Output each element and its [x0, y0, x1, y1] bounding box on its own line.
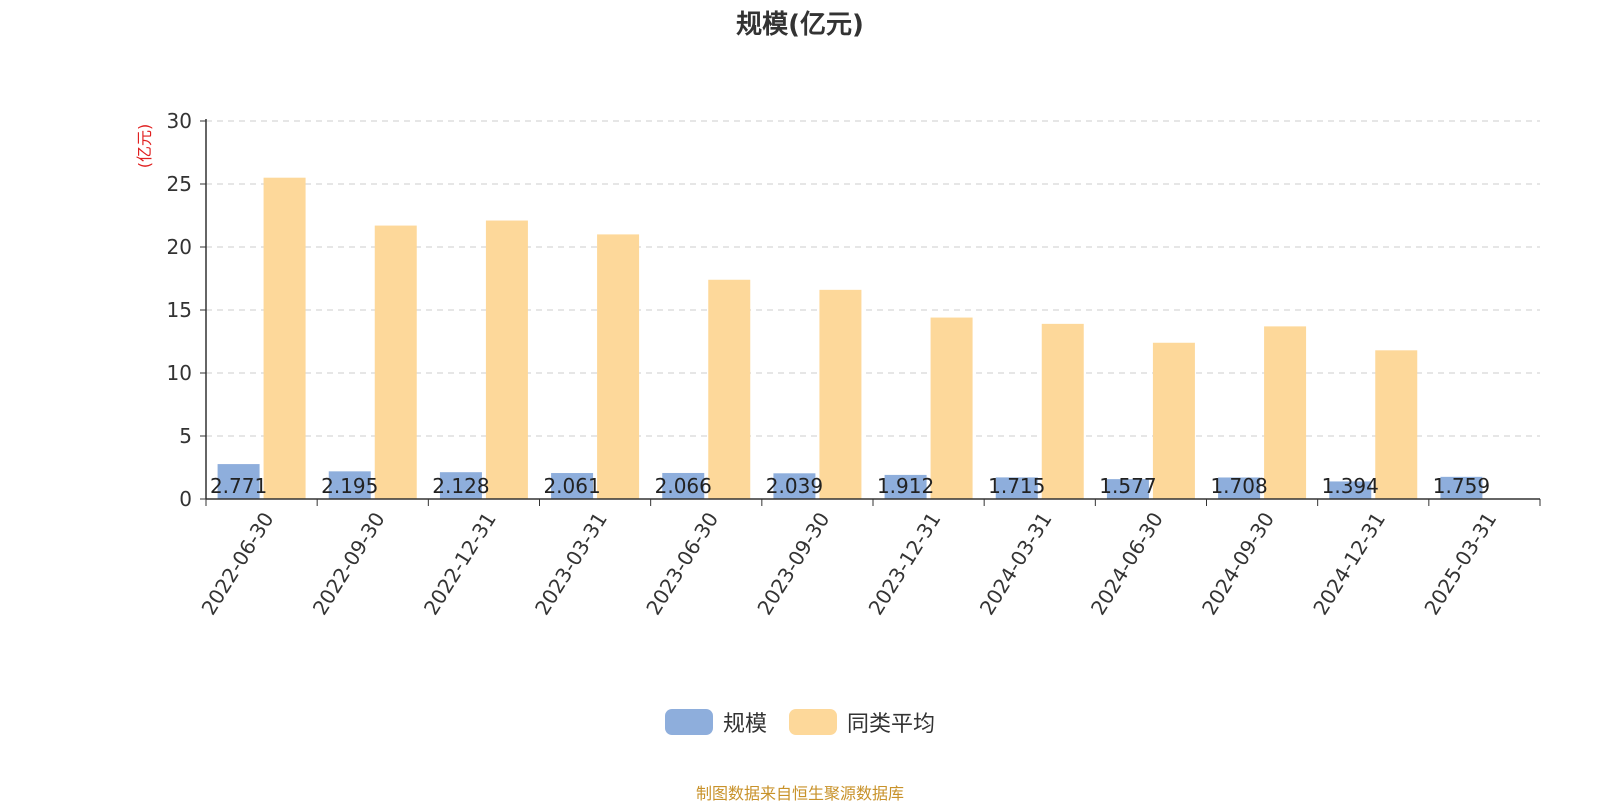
bar-value-label: 1.912 — [877, 474, 934, 498]
bar-peer-average[interactable] — [485, 220, 528, 500]
y-tick-label: 15 — [167, 298, 192, 322]
x-tick-label: 2023-09-30 — [752, 508, 834, 619]
y-tick-label: 25 — [167, 172, 192, 196]
bar-value-label: 1.577 — [1099, 474, 1156, 498]
bar-peer-average[interactable] — [1264, 326, 1307, 499]
bar-peer-average[interactable] — [1152, 342, 1195, 499]
bar-peer-average[interactable] — [930, 317, 973, 499]
data-labels: 2.771 2.195 2.128 2.061 2.066 2.039 1.912 1.715… — [210, 474, 1490, 498]
bar-scale[interactable] — [551, 473, 594, 499]
bar-value-label: 2.039 — [766, 474, 823, 498]
chart-title: 规模(亿元) — [736, 10, 864, 40]
x-tick-label: 2022-09-30 — [308, 508, 390, 619]
legend-item-scale[interactable]: 规模 — [664, 706, 767, 738]
x-tick-label: 2024-06-30 — [1086, 508, 1168, 619]
x-tick-label: 2025-03-31 — [1419, 508, 1501, 619]
bar-peer-average[interactable] — [263, 177, 306, 499]
y-tick-label: 5 — [179, 424, 192, 448]
bar-value-label: 2.128 — [432, 474, 489, 498]
bar-value-label: 2.195 — [321, 474, 378, 498]
bar-value-label: 2.066 — [655, 474, 712, 498]
bar-peer-average[interactable] — [819, 289, 862, 499]
bar-scale[interactable] — [884, 474, 927, 499]
y-tick-label: 30 — [167, 109, 192, 133]
bar-value-label: 1.759 — [1433, 474, 1490, 498]
bar-scale[interactable] — [773, 473, 816, 499]
legend-label-scale: 规模 — [722, 712, 767, 737]
x-tick-label: 2024-03-31 — [975, 508, 1057, 619]
y-tick-label: 10 — [167, 361, 192, 385]
bar-scale[interactable] — [439, 472, 482, 499]
bar-peer-average[interactable] — [708, 279, 751, 499]
bar-scale[interactable] — [995, 477, 1038, 499]
legend-item-peer-average[interactable]: 同类平均 — [789, 706, 935, 738]
source-note: 制图数据来自恒生聚源数据库 — [695, 784, 904, 803]
x-tick-label: 2022-06-30 — [197, 508, 279, 619]
bar-value-label: 2.061 — [543, 474, 600, 498]
bar-scale[interactable] — [1106, 479, 1149, 499]
x-tick-label: 2023-12-31 — [864, 508, 946, 619]
legend: 规模 同类平均 — [0, 706, 1600, 738]
bar-value-label: 2.771 — [210, 474, 267, 498]
legend-swatch-peer-average — [789, 709, 837, 735]
bar-value-label: 1.394 — [1322, 474, 1379, 498]
bar-peer-average[interactable] — [597, 234, 640, 499]
y-axis-label: (亿元) — [135, 124, 154, 169]
x-tick-label: 2023-06-30 — [641, 508, 723, 619]
legend-label-peer-average: 同类平均 — [847, 712, 936, 737]
bar-scale[interactable] — [1329, 481, 1372, 499]
bar-scale[interactable] — [1218, 477, 1261, 499]
bar-peer-average[interactable] — [374, 225, 417, 499]
bar-scale[interactable] — [1440, 476, 1483, 499]
bars — [217, 177, 1483, 500]
bar-scale[interactable] — [662, 472, 705, 499]
y-tick-label: 0 — [179, 487, 192, 511]
bar-peer-average[interactable] — [1041, 323, 1084, 499]
bar-scale[interactable] — [328, 471, 371, 499]
bar-peer-average[interactable] — [1375, 350, 1418, 499]
x-tick-label: 2024-09-30 — [1197, 508, 1279, 619]
legend-swatch-scale — [664, 709, 713, 735]
y-tick-label: 20 — [167, 235, 192, 259]
x-tick-label: 2022-12-31 — [419, 508, 501, 619]
x-tick-label: 2023-03-31 — [530, 508, 612, 619]
bar-value-label: 1.715 — [988, 474, 1045, 498]
x-tick-label: 2024-12-31 — [1308, 508, 1390, 619]
bar-scale[interactable] — [217, 464, 260, 499]
bar-value-label: 1.708 — [1210, 474, 1267, 498]
grid-lines — [206, 120, 1540, 437]
